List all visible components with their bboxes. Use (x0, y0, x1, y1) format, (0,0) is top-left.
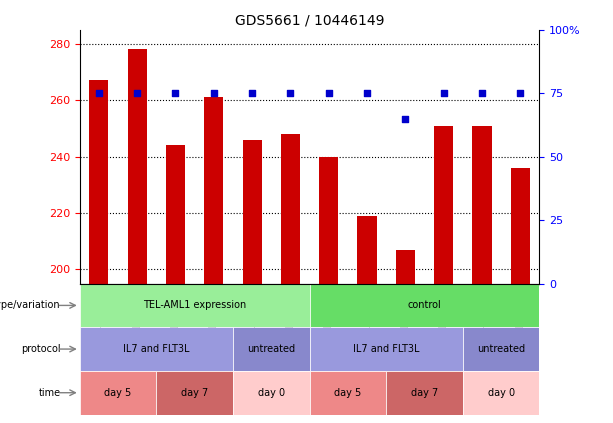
Point (170, 90, 180, 96)
FancyBboxPatch shape (80, 371, 156, 415)
Title: GDS5661 / 10446149: GDS5661 / 10446149 (235, 13, 384, 27)
Bar (128, 49, 147, 283)
Text: IL7 and FLT3L: IL7 and FLT3L (353, 344, 419, 354)
Bar (511, 168, 530, 283)
Text: TEL-AML1 expression: TEL-AML1 expression (143, 300, 246, 310)
Point (439, 90, 449, 96)
FancyBboxPatch shape (233, 327, 310, 371)
Text: protocol: protocol (21, 344, 61, 354)
Bar (89, 80, 109, 283)
Text: day 5: day 5 (104, 388, 132, 398)
FancyBboxPatch shape (310, 283, 539, 327)
Text: day 7: day 7 (181, 388, 208, 398)
Bar (243, 140, 262, 283)
Point (362, 90, 372, 96)
Text: day 7: day 7 (411, 388, 438, 398)
Bar (204, 97, 223, 283)
FancyBboxPatch shape (156, 371, 233, 415)
Text: day 0: day 0 (257, 388, 285, 398)
Bar (357, 216, 376, 283)
FancyBboxPatch shape (463, 371, 539, 415)
Point (132, 90, 142, 96)
FancyBboxPatch shape (233, 371, 310, 415)
Text: untreated: untreated (247, 344, 295, 354)
Bar (434, 126, 453, 283)
Text: untreated: untreated (477, 344, 525, 354)
Bar (319, 157, 338, 283)
FancyBboxPatch shape (310, 327, 463, 371)
Point (247, 90, 257, 96)
Text: time: time (39, 388, 61, 398)
Text: day 5: day 5 (334, 388, 362, 398)
Point (516, 90, 525, 96)
Bar (281, 134, 300, 283)
FancyBboxPatch shape (386, 371, 463, 415)
Point (94, 90, 104, 96)
Bar (473, 126, 492, 283)
Text: day 0: day 0 (487, 388, 515, 398)
Text: genotype/variation: genotype/variation (0, 300, 61, 310)
Point (400, 115, 410, 122)
FancyBboxPatch shape (310, 371, 386, 415)
Point (209, 90, 219, 96)
FancyBboxPatch shape (80, 283, 310, 327)
Text: IL7 and FLT3L: IL7 and FLT3L (123, 344, 189, 354)
Point (286, 90, 295, 96)
FancyBboxPatch shape (80, 327, 233, 371)
Bar (166, 146, 185, 283)
Bar (396, 250, 415, 283)
Point (324, 90, 333, 96)
Text: control: control (408, 300, 441, 310)
Point (477, 90, 487, 96)
FancyBboxPatch shape (463, 327, 539, 371)
